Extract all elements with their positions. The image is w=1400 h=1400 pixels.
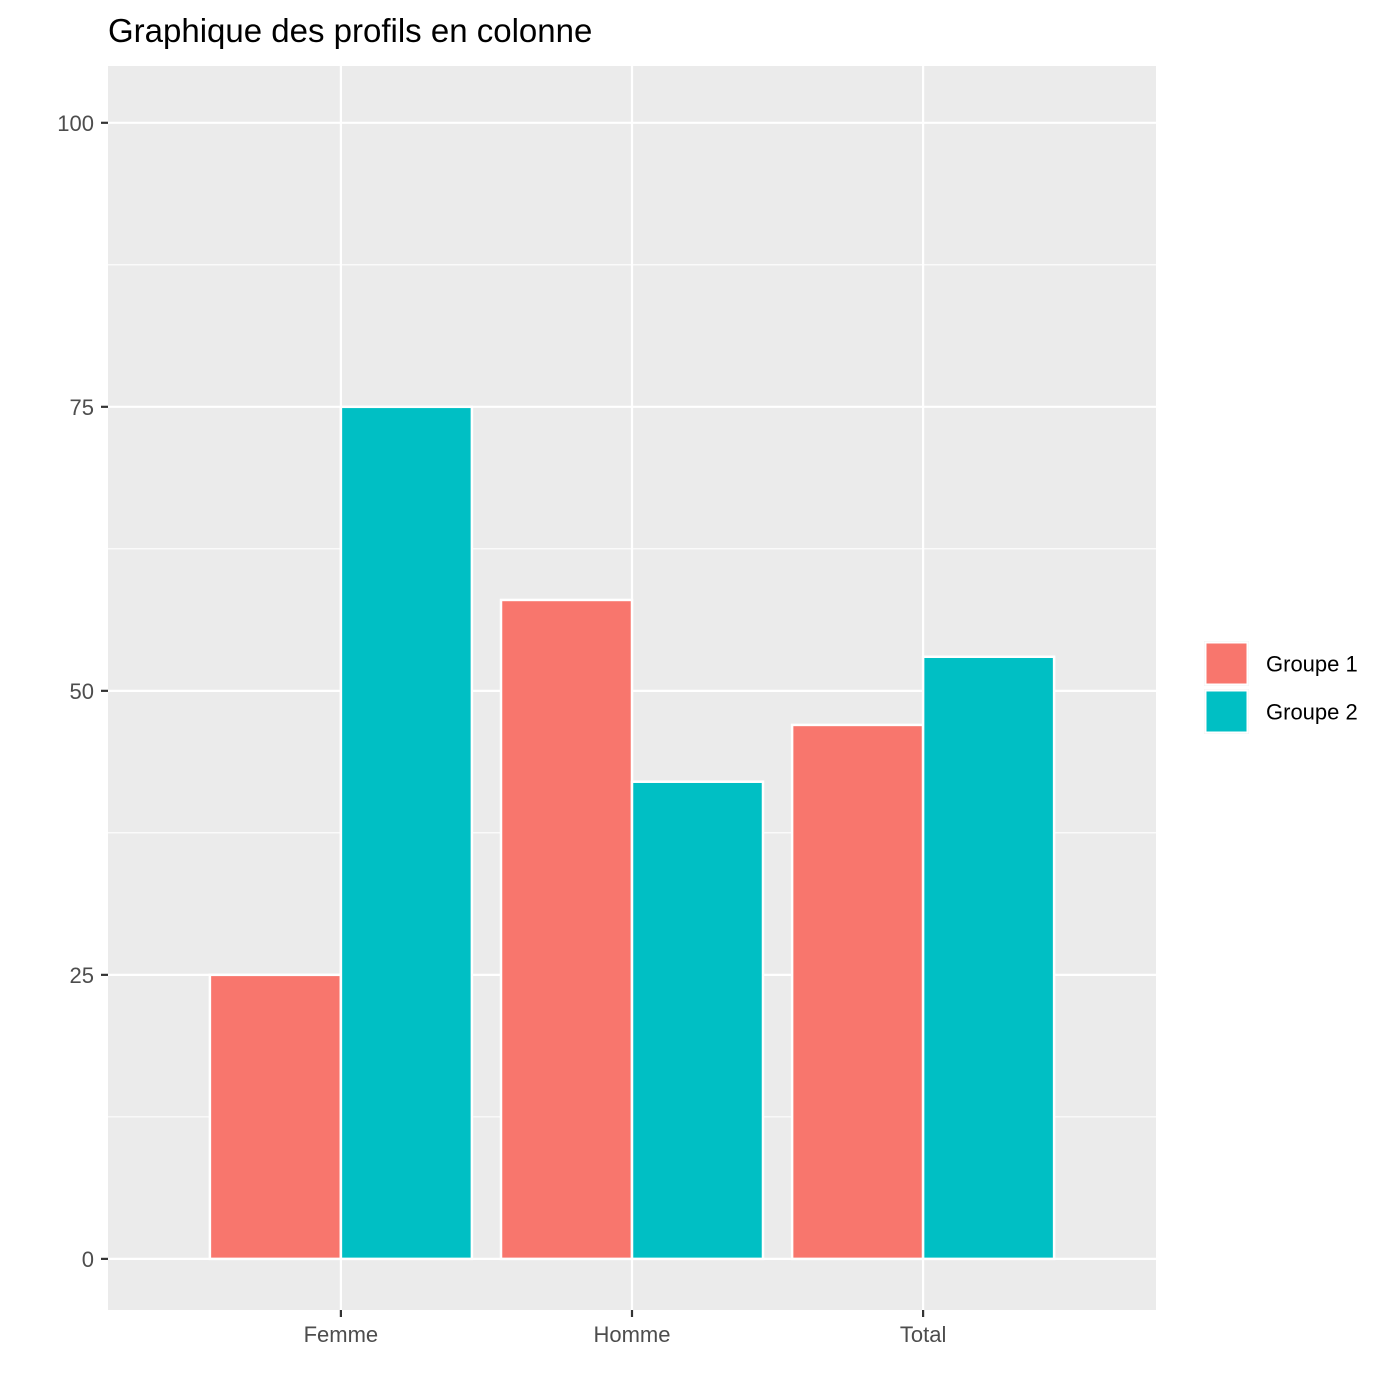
legend-swatch <box>1204 689 1249 734</box>
bar-homme-groupe-2 <box>630 780 765 1261</box>
y-tick-label: 0 <box>82 1247 94 1272</box>
y-axis: 0 25 50 75 100 <box>57 111 108 1272</box>
legend: Groupe 1 Groupe 2 <box>1204 641 1358 734</box>
legend-label: Groupe 2 <box>1266 700 1358 725</box>
bar-femme-groupe-1 <box>208 973 343 1261</box>
bar-homme-groupe-1 <box>499 598 634 1261</box>
legend-swatch <box>1204 641 1249 686</box>
chart-title: Graphique des profils en colonne <box>108 12 592 49</box>
y-tick-label: 75 <box>70 395 94 420</box>
x-axis: Femme Homme Total <box>304 1310 946 1347</box>
y-tick-label: 50 <box>70 679 94 704</box>
x-tick-label: Total <box>900 1322 946 1347</box>
bar-femme-groupe-2 <box>339 405 474 1261</box>
bars <box>208 405 1056 1261</box>
bar-total-groupe-1 <box>790 723 925 1261</box>
bar-total-groupe-2 <box>921 655 1056 1261</box>
y-tick-label: 100 <box>57 111 94 136</box>
legend-label: Groupe 1 <box>1266 652 1358 677</box>
x-tick-label: Femme <box>304 1322 379 1347</box>
x-tick-label: Homme <box>593 1322 670 1347</box>
y-tick-label: 25 <box>70 963 94 988</box>
